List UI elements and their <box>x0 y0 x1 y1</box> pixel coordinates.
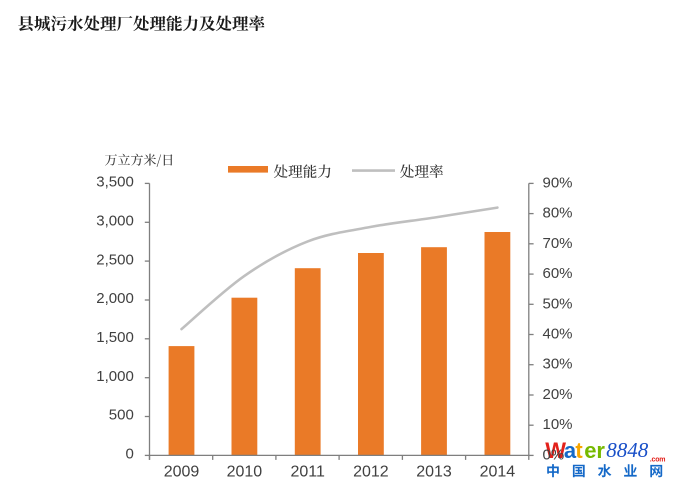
svg-text:2009: 2009 <box>164 464 200 481</box>
svg-text:80%: 80% <box>543 205 573 222</box>
svg-text:2014: 2014 <box>480 464 516 481</box>
svg-text:0: 0 <box>125 446 133 463</box>
svg-text:2012: 2012 <box>353 464 389 481</box>
svg-text:2010: 2010 <box>227 464 263 481</box>
svg-text:70%: 70% <box>543 235 573 252</box>
svg-text:3,000: 3,000 <box>96 213 134 230</box>
svg-text:t: t <box>575 438 583 463</box>
svg-text:0%: 0% <box>543 446 565 463</box>
svg-text:1,500: 1,500 <box>96 329 134 346</box>
svg-text:W: W <box>545 438 566 463</box>
svg-text:a: a <box>564 438 577 463</box>
svg-text:90%: 90% <box>543 174 573 191</box>
svg-text:r: r <box>596 438 605 463</box>
svg-text:60%: 60% <box>543 265 573 282</box>
svg-text:2013: 2013 <box>416 464 452 481</box>
svg-text:50%: 50% <box>543 295 573 312</box>
svg-text:2,000: 2,000 <box>96 290 134 307</box>
svg-text:3,500: 3,500 <box>96 174 134 191</box>
svg-text:500: 500 <box>109 407 134 424</box>
svg-text:.com: .com <box>650 457 666 464</box>
svg-text:2,500: 2,500 <box>96 251 134 268</box>
svg-text:30%: 30% <box>543 356 573 373</box>
svg-text:1,000: 1,000 <box>96 368 134 385</box>
svg-text:40%: 40% <box>543 326 573 343</box>
svg-text:8848: 8848 <box>606 438 649 462</box>
svg-text:20%: 20% <box>543 386 573 403</box>
svg-text:e: e <box>584 438 596 463</box>
svg-text:2011: 2011 <box>290 464 325 481</box>
svg-text:10%: 10% <box>543 416 573 433</box>
